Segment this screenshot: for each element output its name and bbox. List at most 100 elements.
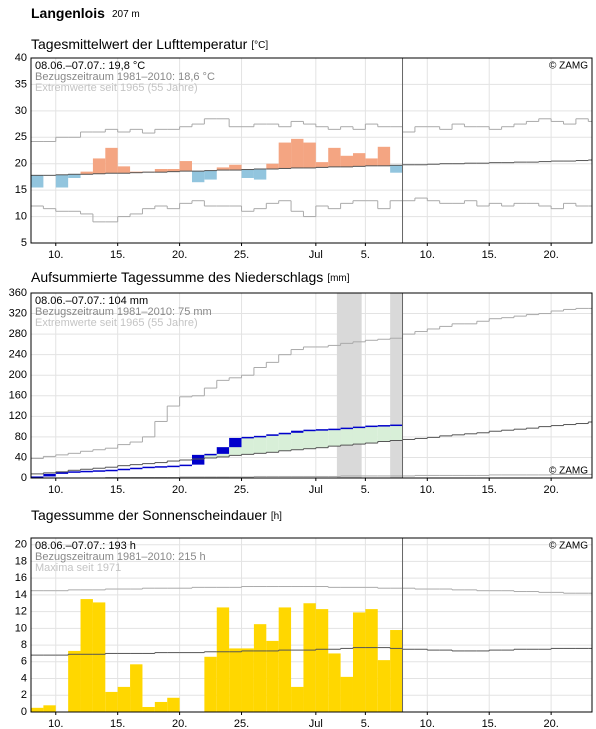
- daily-increment: [31, 476, 44, 478]
- x-tick-label: 20.: [543, 484, 558, 496]
- bar: [43, 705, 56, 712]
- x-tick-label: 20.: [172, 484, 187, 496]
- x-tick-label: 15.: [110, 718, 125, 729]
- surplus-area: [291, 430, 304, 450]
- surplus-area: [278, 432, 292, 451]
- bar: [216, 607, 230, 712]
- surplus-area: [377, 425, 391, 442]
- y-tick-label: 40: [15, 451, 27, 463]
- daily-increment: [278, 432, 292, 435]
- anomaly-bar: [390, 165, 403, 173]
- x-tick-label: Jul: [309, 484, 323, 496]
- plot-frame: [30, 537, 593, 713]
- bar: [92, 602, 106, 712]
- surplus-area: [365, 425, 378, 444]
- x-tick-label: 10.: [48, 718, 63, 729]
- bar: [68, 650, 81, 712]
- anomaly-bar: [291, 138, 304, 168]
- bar: [328, 653, 341, 712]
- y-tick-label: 5: [21, 237, 27, 249]
- credit: © ZAMG: [549, 466, 588, 477]
- x-tick-label: 5.: [361, 249, 370, 261]
- x-tick-label: 10.: [420, 484, 435, 496]
- anomaly-bar: [68, 174, 81, 178]
- y-tick-label: 120: [9, 410, 27, 422]
- legend-extremes: Extremwerte seit 1965 (55 Jahre): [35, 317, 198, 329]
- anomaly-bar: [167, 169, 180, 172]
- surplus-area: [253, 435, 267, 454]
- surplus-area: [340, 427, 353, 446]
- credit: © ZAMG: [549, 541, 588, 552]
- daily-increment: [340, 427, 353, 430]
- x-tick-label: 15.: [110, 484, 125, 496]
- y-tick-label: 360: [9, 287, 27, 299]
- bar: [80, 599, 93, 712]
- legend-observed: 08.06.–07.07.: 193 h: [35, 540, 136, 552]
- y-tick-label: 12: [15, 606, 27, 618]
- legend-normal: Bezugszeitraum 1981–2010: 18,6 °C: [35, 71, 215, 83]
- daily-increment: [130, 467, 143, 470]
- x-tick-label: 15.: [482, 249, 497, 261]
- y-tick-label: 4: [21, 672, 27, 684]
- legend-observed: 08.06.–07.07.: 104 mm: [35, 295, 148, 307]
- y-tick-label: 25: [15, 131, 27, 143]
- x-tick-label: 20.: [172, 249, 187, 261]
- daily-increment: [68, 471, 81, 473]
- chart-unit: [h]: [271, 511, 282, 522]
- x-tick-label: 20.: [172, 718, 187, 729]
- surplus-area: [204, 453, 217, 458]
- chart-title-text: Tagessumme der Sonnenscheindauer: [31, 507, 267, 523]
- anomaly-bar: [253, 169, 267, 180]
- surplus-area: [241, 436, 254, 455]
- x-tick-label: 15.: [482, 484, 497, 496]
- anomaly-bar: [154, 169, 168, 173]
- bar: [340, 676, 353, 712]
- bar: [167, 697, 180, 712]
- anomaly-bar: [117, 166, 131, 174]
- shaded-span: [390, 293, 403, 478]
- y-tick-label: 14: [15, 589, 27, 601]
- anomaly-bar: [377, 146, 391, 166]
- y-tick-label: 40: [15, 52, 27, 64]
- x-tick-label: 15.: [482, 718, 497, 729]
- bar: [291, 686, 304, 712]
- y-tick-label: 240: [9, 349, 27, 361]
- plot-frame: [30, 57, 593, 244]
- daily-increment: [179, 464, 192, 467]
- legend-extremes: Maxima seit 1971: [35, 562, 121, 574]
- anomaly-bar: [204, 170, 217, 180]
- bar: [303, 603, 316, 712]
- daily-increment: [191, 454, 205, 465]
- chart-title: Tagesmittelwert der Lufttemperatur [°C]: [31, 36, 268, 52]
- anomaly-bar: [352, 153, 366, 167]
- bar: [142, 706, 155, 712]
- bar: [105, 691, 118, 712]
- y-tick-label: 15: [15, 184, 27, 196]
- plot-frame: [30, 292, 593, 479]
- y-tick-label: 20: [15, 158, 27, 170]
- daily-increment: [377, 425, 391, 427]
- daily-increment: [365, 425, 378, 428]
- x-tick-label: 10.: [48, 484, 63, 496]
- surplus-area: [352, 426, 366, 445]
- station-name: Langenlois: [31, 5, 105, 21]
- y-tick-label: 80: [15, 431, 27, 443]
- anomaly-bar: [80, 171, 93, 175]
- y-tick-label: 6: [21, 656, 27, 668]
- bar: [154, 701, 168, 712]
- y-tick-label: 0: [21, 472, 27, 484]
- chart-title-text: Aufsummierte Tagessumme des Niederschlag…: [31, 269, 323, 285]
- surplus-area: [390, 424, 403, 441]
- station-altitude: 207 m: [112, 9, 140, 20]
- legend-extremes: Extremwerte seit 1965 (55 Jahre): [35, 82, 198, 94]
- legend-normal: Bezugszeitraum 1981–2010: 215 h: [35, 551, 206, 563]
- anomaly-bar: [216, 167, 230, 171]
- bar: [229, 648, 242, 712]
- daily-increment: [105, 469, 118, 472]
- anomaly-bar: [328, 147, 341, 167]
- bar: [315, 609, 329, 712]
- daily-increment: [303, 429, 316, 432]
- chart-unit: [mm]: [327, 273, 349, 284]
- y-tick-label: 2: [21, 689, 27, 701]
- bar: [365, 609, 378, 712]
